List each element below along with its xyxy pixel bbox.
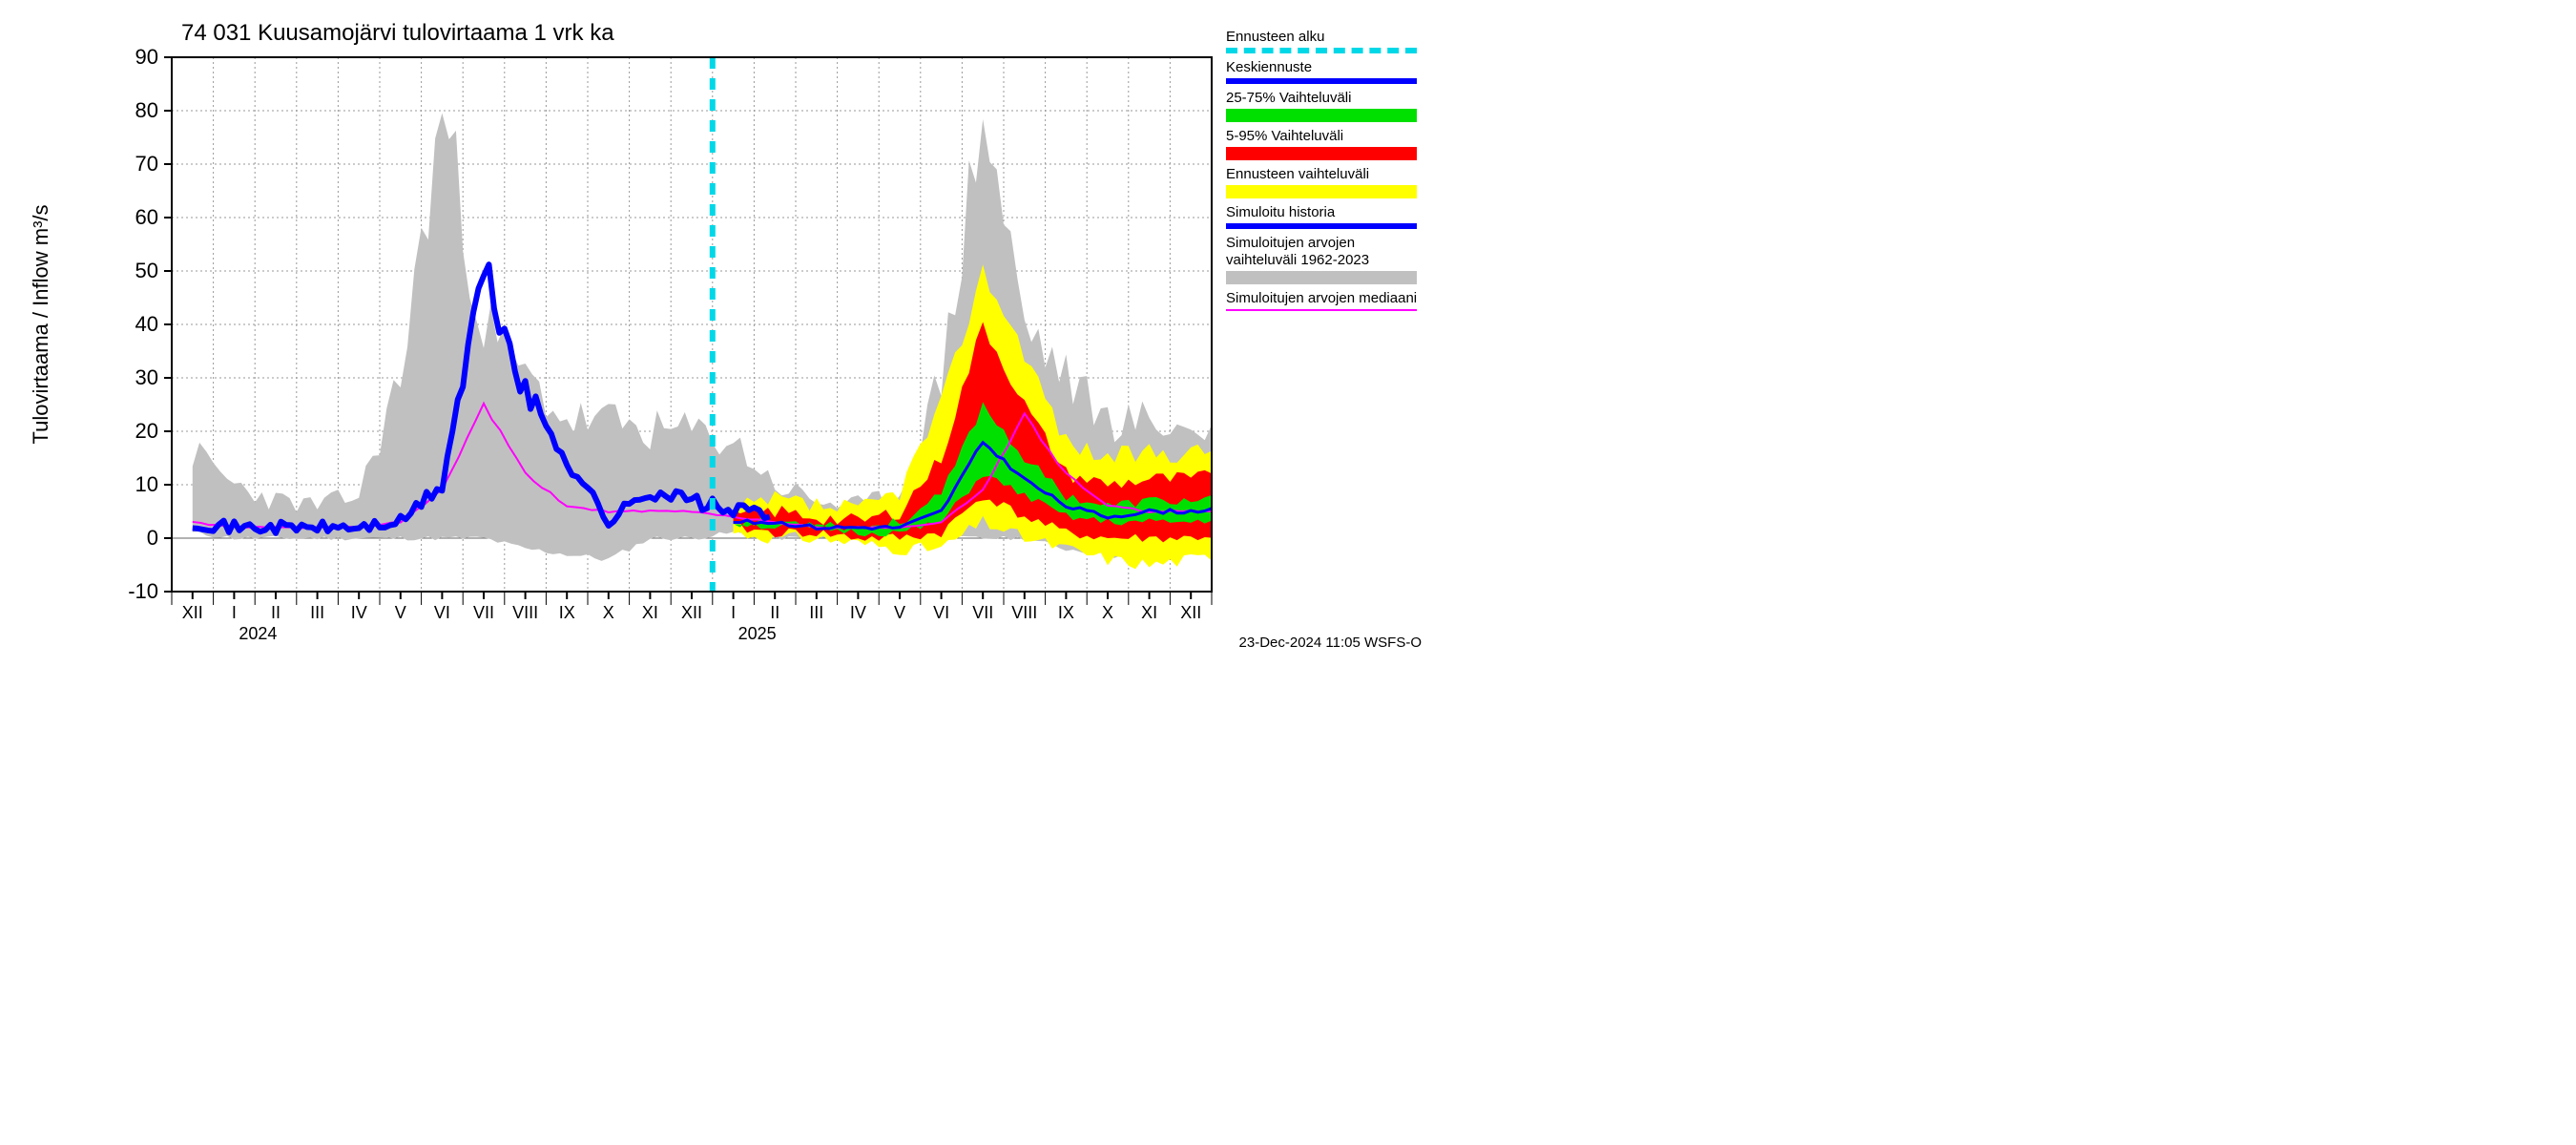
svg-text:VI: VI [933, 603, 949, 622]
legend-item: Ennusteen alku [1226, 29, 1422, 53]
svg-text:70: 70 [135, 152, 158, 176]
svg-text:IX: IX [1058, 603, 1074, 622]
svg-text:XII: XII [681, 603, 702, 622]
svg-text:V: V [395, 603, 406, 622]
svg-text:XI: XI [1141, 603, 1157, 622]
svg-text:III: III [310, 603, 324, 622]
legend: Ennusteen alku Keskiennuste 25-75% Vaihtel… [1226, 29, 1422, 317]
legend-swatch [1226, 271, 1417, 284]
svg-text:X: X [1102, 603, 1113, 622]
svg-text:74 031 Kuusamojärvi tulovirtaa: 74 031 Kuusamojärvi tulovirtaama 1 vrk k… [181, 20, 614, 46]
legend-item: Simuloitujen arvojen vaihteluväli 1962-2… [1226, 235, 1422, 284]
legend-label: Keskiennuste [1226, 59, 1422, 76]
svg-text:80: 80 [135, 98, 158, 122]
legend-swatch [1226, 78, 1417, 84]
svg-text:20: 20 [135, 419, 158, 443]
legend-swatch [1226, 223, 1417, 229]
svg-text:II: II [271, 603, 280, 622]
svg-text:III: III [809, 603, 823, 622]
svg-text:VIII: VIII [1011, 603, 1037, 622]
legend-swatch [1226, 309, 1417, 311]
legend-swatch [1226, 48, 1417, 53]
svg-text:2025: 2025 [738, 624, 777, 643]
legend-item: Simuloitujen arvojen mediaani [1226, 290, 1422, 311]
legend-label: Simuloitu historia [1226, 204, 1422, 221]
svg-text:40: 40 [135, 312, 158, 336]
legend-item: 25-75% Vaihteluväli [1226, 90, 1422, 122]
legend-item: 5-95% Vaihteluväli [1226, 128, 1422, 160]
legend-label: 5-95% Vaihteluväli [1226, 128, 1422, 145]
legend-swatch [1226, 147, 1417, 160]
svg-text:10: 10 [135, 472, 158, 496]
svg-text:VIII: VIII [512, 603, 538, 622]
legend-label: Simuloitujen arvojen vaihteluväli 1962-2… [1226, 235, 1422, 269]
legend-item: Ennusteen vaihteluväli [1226, 166, 1422, 198]
legend-label: Ennusteen vaihteluväli [1226, 166, 1422, 183]
inflow-chart: -100102030405060708090XIIIIIIIIIVVVIVIIV… [0, 0, 1431, 668]
svg-text:I: I [232, 603, 237, 622]
svg-text:60: 60 [135, 205, 158, 229]
legend-item: Simuloitu historia [1226, 204, 1422, 229]
svg-text:VII: VII [473, 603, 494, 622]
svg-text:XII: XII [1180, 603, 1201, 622]
svg-text:IV: IV [850, 603, 866, 622]
svg-text:0: 0 [147, 526, 158, 550]
svg-text:2024: 2024 [239, 624, 277, 643]
legend-item: Keskiennuste [1226, 59, 1422, 84]
svg-text:Tulovirtaama / Inflow m³/s: Tulovirtaama / Inflow m³/s [29, 204, 52, 444]
svg-text:IX: IX [559, 603, 575, 622]
svg-text:90: 90 [135, 45, 158, 69]
svg-text:II: II [770, 603, 779, 622]
timestamp: 23-Dec-2024 11:05 WSFS-O [1239, 635, 1422, 651]
svg-text:I: I [731, 603, 736, 622]
chart-svg: -100102030405060708090XIIIIIIIIIVVVIVIIV… [0, 0, 1431, 668]
legend-swatch [1226, 109, 1417, 122]
svg-text:X: X [603, 603, 614, 622]
svg-text:VII: VII [972, 603, 993, 622]
legend-label: Ennusteen alku [1226, 29, 1422, 46]
legend-swatch [1226, 185, 1417, 198]
svg-text:IV: IV [351, 603, 367, 622]
svg-text:XI: XI [642, 603, 658, 622]
svg-text:V: V [894, 603, 905, 622]
svg-text:50: 50 [135, 259, 158, 282]
legend-label: 25-75% Vaihteluväli [1226, 90, 1422, 107]
svg-text:XII: XII [182, 603, 203, 622]
legend-label: Simuloitujen arvojen mediaani [1226, 290, 1422, 307]
svg-text:30: 30 [135, 365, 158, 389]
svg-text:-10: -10 [128, 579, 158, 603]
svg-text:VI: VI [434, 603, 450, 622]
